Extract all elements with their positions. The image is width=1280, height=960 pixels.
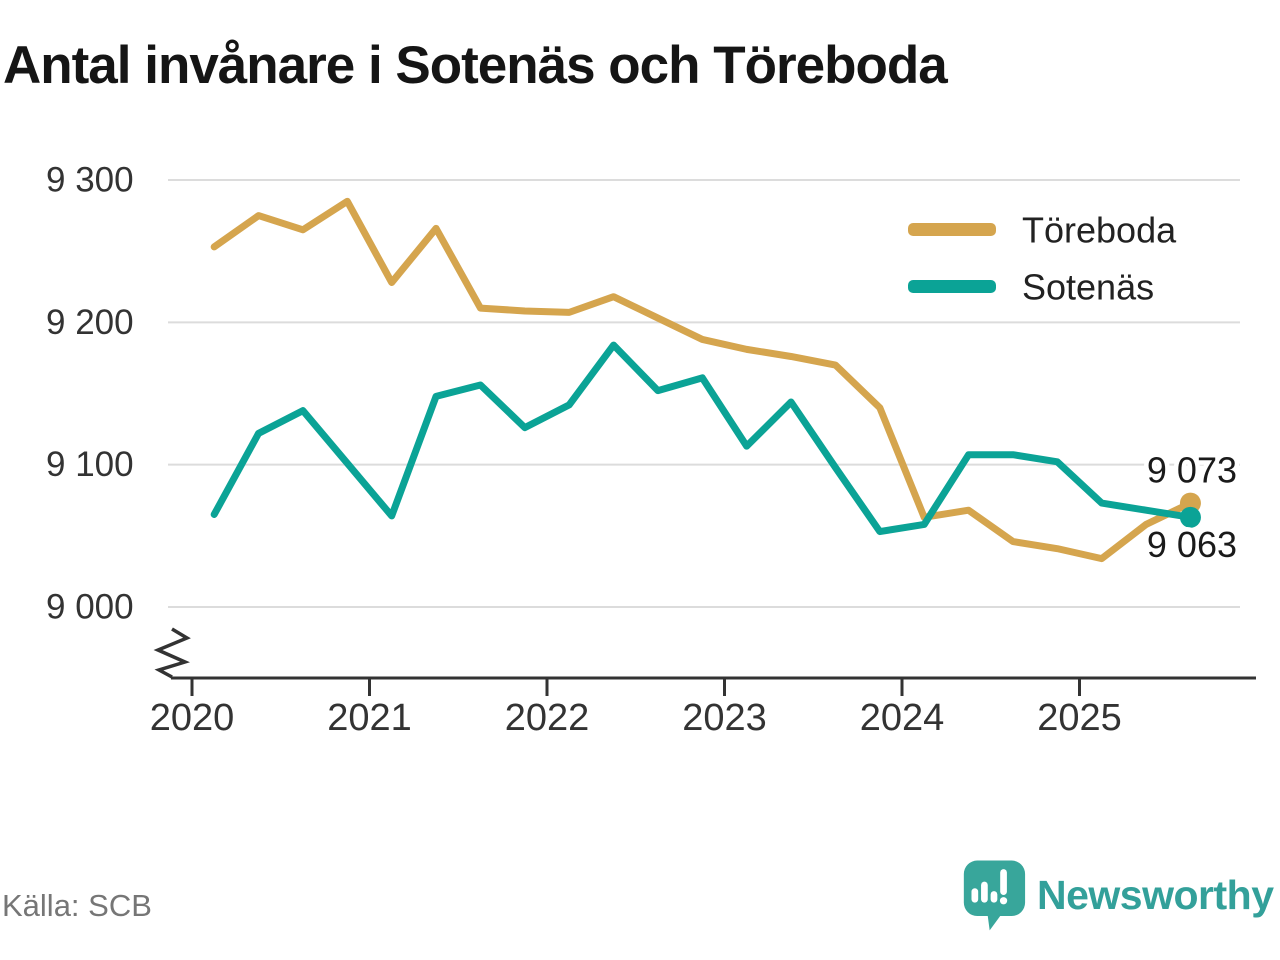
logo-bar-2 [981,881,988,903]
newsworthy-wordmark: Newsworthy [1037,871,1274,918]
series-line-toreboda [210,197,1194,563]
legend-swatch-toreboda [908,223,996,236]
end-dot-sotenas [1179,506,1201,528]
y-tick-label: 9 100 [46,445,134,484]
newsworthy-logo: Newsworthy [960,858,1274,932]
x-tick-label: 2022 [505,697,590,739]
legend-swatch-sotenas [908,280,996,293]
x-tick-label: 2025 [1037,697,1122,739]
logo-exclamation-bar [1000,869,1007,895]
newsworthy-logo-icon [963,860,1026,931]
series-line-sotenas [210,341,1194,536]
logo-bar-3 [990,891,998,903]
legend-label-sotenas: Sotenäs [1022,267,1154,308]
axis-break-icon [153,627,191,679]
x-tick-label: 2020 [150,697,235,739]
x-tick-label: 2021 [327,697,412,739]
x-tick-label: 2024 [860,697,945,739]
end-value-label-toreboda: 9 073 [1147,450,1237,491]
x-tick-label: 2023 [682,697,767,739]
y-tick-label: 9 000 [46,588,134,627]
source-caption: Källa: SCB [2,888,152,923]
end-value-label-sotenas: 9 063 [1147,524,1237,565]
line-chart: 9 300 9 200 9 100 9 000 2020 2021 2022 2023 2024… [46,161,1256,739]
logo-exclamation-dot [999,897,1008,905]
legend-label-toreboda: Töreboda [1022,210,1177,251]
logo-bar-1 [971,888,979,903]
y-tick-label: 9 300 [46,161,134,200]
y-tick-label: 9 200 [46,303,134,342]
chart-title: Antal invånare i Sotenäs och Töreboda [3,36,948,95]
